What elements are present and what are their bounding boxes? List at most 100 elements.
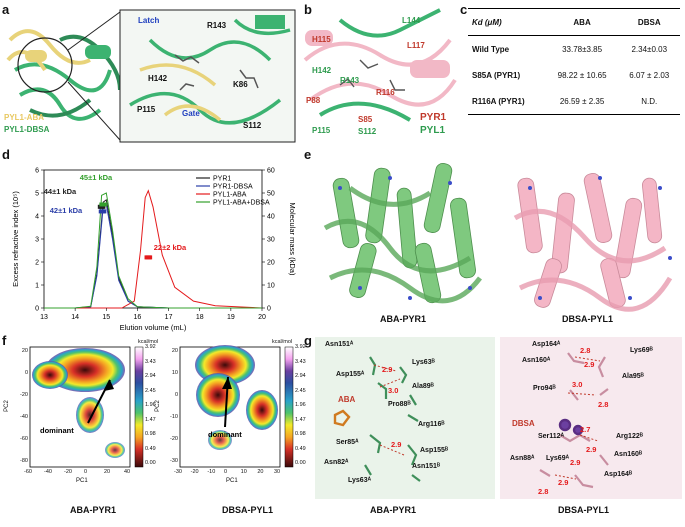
table-row: Wild Type 33.78±3.85 2.34±0.03	[468, 36, 680, 63]
legend-entry: PYL1-ABA	[213, 192, 247, 199]
pc2-label-left: PC2	[3, 400, 10, 412]
colorbar-tick: 1.47	[295, 416, 306, 423]
legend-pyl1: PYL1	[420, 125, 446, 136]
pc1-label-right: PC1	[226, 478, 238, 484]
y-tick-label: -40	[20, 414, 28, 420]
y-tick-label: -20	[170, 436, 178, 442]
kd-header-label: Kd (μM)	[472, 17, 502, 27]
g-label: Asp164ᴮ	[604, 471, 633, 478]
label-s85: S85	[358, 115, 373, 124]
caption-g-aba-pyr1: ABA-PYR1	[370, 505, 417, 515]
x-tick-label: -20	[190, 469, 199, 475]
legend-entry: PYR1-DBSA	[213, 184, 253, 191]
x-tick-label: -30	[174, 469, 182, 475]
y-tick-label: 0	[174, 392, 178, 398]
g-label: Ser85ᴬ	[336, 439, 359, 446]
x-tick-label: 13	[40, 314, 48, 321]
panel-f: dominant dominant kcal/mol kcal/mol 3.92…	[0, 335, 306, 522]
colorbar-tick: 0.00	[295, 460, 306, 466]
mass-marker	[104, 202, 107, 207]
x-tick-label: 20	[104, 469, 111, 475]
y-tick-label: -30	[170, 458, 178, 464]
y2-tick-label: 0	[267, 306, 271, 313]
label-p115: P115	[137, 105, 156, 114]
dominant-annotation-right: dominant	[208, 430, 242, 439]
g-label: Asn151ᴬ	[325, 341, 354, 348]
table-row: S85A (PYR1) 98.22 ± 10.65 6.07 ± 2.03	[468, 62, 680, 88]
x-tick-label: 18	[196, 314, 204, 321]
y-tick-label: 20	[171, 348, 178, 354]
kd-cell: N.D.	[641, 96, 658, 106]
x-tick-label: 14	[71, 314, 79, 321]
interface-interactions-image: 2.9 3.0 2.9 2.8 2.9 3.0 2.8 2.7 2.9 2.9 …	[315, 337, 682, 499]
sec-mals-chart: 13 14 15 16 17 18 19 2001234560102030405060Elut…	[11, 168, 297, 333]
mass-marker	[103, 204, 106, 209]
x-tick-label: -60	[24, 469, 32, 475]
g-label: Ser112ᴬ	[538, 433, 564, 440]
colorbar-tick: 2.94	[145, 373, 156, 379]
y-tick-label: 0	[24, 370, 28, 376]
label-r143-b: R143	[340, 76, 360, 85]
dist-label: 2.9	[584, 360, 594, 369]
pc2-label-right: PC2	[154, 400, 161, 412]
pc1-label-left: PC1	[76, 478, 88, 484]
y-tick-label: 1	[35, 283, 39, 290]
kd-header-aba: ABA	[573, 17, 591, 27]
y2-tick-label: 60	[267, 168, 275, 175]
dist-label: 3.0	[572, 380, 582, 389]
protein-overview-image	[6, 9, 296, 143]
label-latch: Latch	[138, 16, 160, 25]
dimer-structure-image	[323, 163, 673, 312]
kd-cell: 2.34±0.03	[631, 44, 668, 54]
table-row: R116A (PYR1) 26.59 ± 2.35 N.D.	[468, 88, 680, 115]
panel-label-a: a	[2, 2, 10, 17]
label-p88: P88	[306, 96, 321, 105]
kd-table: Kd (μM) ABA DBSA Wild Type 33.78±3.85 2.…	[468, 8, 680, 115]
colorbar-tick: 1.96	[145, 402, 156, 408]
y-tick-label: 3	[35, 237, 39, 244]
kd-cell: S85A (PYR1)	[472, 70, 521, 80]
panel-b: L144 H115 L117 H142 R143 P88 R116 P115 S…	[300, 0, 460, 145]
colorbar-unit-right: kcal/mol	[272, 339, 293, 345]
colorbar-tick: 1.47	[145, 416, 156, 423]
caption-g-dbsa-pyl1: DBSA-PYL1	[558, 505, 610, 515]
g-label: Asn82ᴬ	[324, 459, 349, 466]
dist-label: 2.8	[538, 487, 548, 496]
y-tick-label: -80	[20, 458, 28, 464]
g-label: Pro88ᴮ	[388, 401, 411, 408]
x-tick-label: -20	[64, 469, 72, 475]
mass-marker	[104, 209, 107, 214]
panel-label-f: f	[2, 333, 7, 348]
x-tick-label: 20	[258, 314, 266, 321]
g-label: Asn160ᴮ	[614, 451, 643, 458]
g-label: Asp155ᴬ	[336, 371, 365, 378]
y-tick-label: 20	[21, 348, 28, 354]
label-p115-b: P115	[312, 126, 331, 135]
colorbar-tick: 2.45	[295, 387, 306, 394]
y2-tick-label: 50	[267, 191, 275, 198]
legend-entry: PYR1	[213, 176, 231, 183]
label-r116: R116	[376, 88, 395, 97]
colorbar-tick: 3.43	[295, 358, 306, 365]
panel-a: PYL1-ABA PYL1-DBSA Latch R143 H142 K86 P…	[0, 0, 300, 145]
y2-tick-label: 20	[267, 260, 275, 267]
dist-label: 2.8	[580, 346, 590, 355]
dist-label: 2.9	[382, 365, 392, 374]
label-l117: L117	[407, 41, 425, 50]
dist-label: 2.8	[598, 400, 608, 409]
dist-label: 2.9	[570, 458, 580, 467]
label-h142-b: H142	[312, 66, 332, 75]
y-tick-label: 5	[35, 191, 39, 198]
series-line-pyr1	[44, 199, 262, 309]
g-label: Lys63ᴮ	[412, 359, 435, 366]
free-energy-landscape: dominant dominant	[29, 345, 294, 468]
x-tick-label: 20	[257, 469, 264, 475]
colorbar-tick: 3.92	[145, 344, 156, 350]
y-tick-label: -60	[20, 436, 28, 442]
kd-cell: Wild Type	[472, 44, 510, 54]
mass-annotation: 42±1 kDa	[50, 206, 83, 215]
x-axis-label: Elution volume (mL)	[120, 323, 187, 332]
panel-e: ABA-PYR1 DBSA-PYL1	[300, 148, 685, 333]
colorbar-tick: 0.98	[145, 431, 156, 437]
x-tick-label: 17	[165, 314, 173, 321]
